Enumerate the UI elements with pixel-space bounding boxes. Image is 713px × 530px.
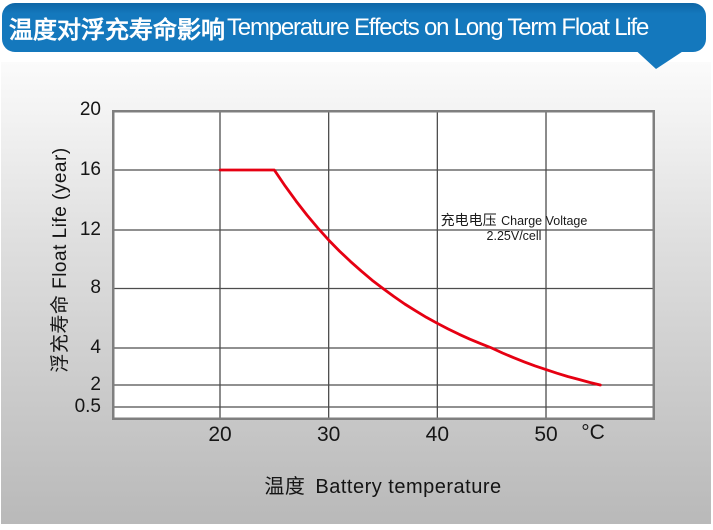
x-axis-title: 温度 Battery temperature	[183, 470, 583, 499]
y-tick-label-4: 4	[90, 337, 101, 358]
plot-frame	[112, 110, 655, 420]
annotation-line2: 2.25V/cell	[486, 229, 542, 243]
charge-voltage-annotation: 充电电压 Charge Voltage 2.25V/cell	[414, 213, 614, 244]
chart-title-chinese: 温度对浮充寿命影响	[9, 17, 225, 44]
y-tick-label-20: 20	[79, 99, 101, 120]
float-life-line-chart	[112, 110, 655, 420]
annotation-line1: 充电电压 Charge Voltage	[440, 212, 588, 229]
x-axis-title-english: Battery temperature	[315, 476, 502, 498]
x-tick-label-50: 50	[534, 423, 558, 446]
y-tick-label-8: 8	[90, 277, 101, 298]
y-tick-label-12: 12	[79, 219, 101, 240]
x-axis-unit-label: °C	[581, 421, 605, 444]
chart-title-english: Temperature Effects on Long Term Float L…	[227, 13, 649, 41]
plot-bg	[112, 110, 655, 420]
y-tick-label-2: 2	[90, 374, 101, 395]
chart-title-banner: 温度对浮充寿命影响 Temperature Effects on Long Ter…	[2, 3, 706, 52]
x-tick-label-20: 20	[208, 423, 232, 446]
float-life-curve	[218, 168, 602, 387]
x-tick-label-40: 40	[425, 423, 449, 446]
x-axis-title-chinese: 温度	[264, 476, 306, 498]
y-tick-label-16: 16	[79, 159, 101, 180]
plot-area	[112, 110, 655, 420]
y-tick-label-0.5: 0.5	[74, 396, 101, 417]
x-tick-label-30: 30	[316, 423, 341, 446]
